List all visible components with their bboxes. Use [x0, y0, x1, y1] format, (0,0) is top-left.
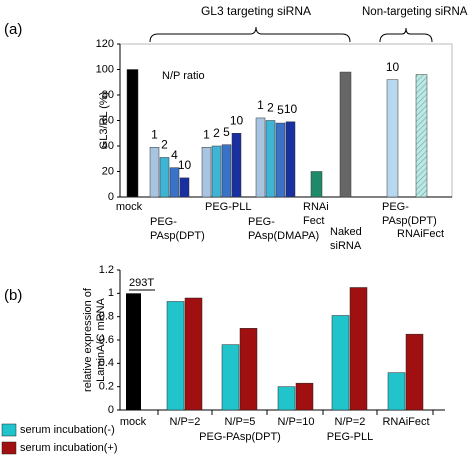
y-tick-label: 0	[108, 191, 114, 203]
bar	[149, 147, 160, 198]
y-axis-label: LaminA/C mRNA	[95, 297, 107, 381]
y-tick-label: 120	[96, 38, 114, 50]
bar	[285, 121, 296, 198]
category-label: PEG-	[248, 216, 275, 228]
np-label: 10	[178, 158, 192, 172]
bar	[255, 117, 266, 198]
legend-swatch	[1, 441, 17, 455]
y-axis-label: relative expression of	[82, 287, 94, 392]
y-tick-label: 40	[102, 140, 114, 152]
group-label: PEG-PAsp(DPT)	[199, 431, 281, 443]
category-label: PEG-	[150, 216, 177, 228]
bar	[126, 293, 141, 410]
bar	[126, 69, 139, 198]
bar	[201, 147, 212, 198]
annotation: Non-targeting siRNA	[362, 6, 468, 18]
y-tick-label: 100	[96, 63, 114, 75]
bar	[295, 382, 314, 411]
bar	[277, 386, 296, 411]
bracket	[379, 27, 433, 43]
bar	[221, 144, 232, 198]
category-label: PAsp(DPT)	[150, 230, 205, 242]
np-label: 10	[230, 113, 244, 127]
y-tick-label: 0.6	[99, 334, 114, 346]
bar	[265, 120, 276, 198]
y-tick-label: 1	[108, 287, 114, 299]
y-tick-label: 0	[108, 404, 114, 416]
np-label: 1	[151, 127, 158, 141]
group-label: PEG-PLL	[327, 431, 373, 443]
bar	[239, 328, 258, 411]
annotation: N/P ratio	[162, 70, 205, 82]
y-axis-label: GL3/RL (%)	[98, 92, 110, 150]
bar	[166, 301, 185, 411]
category-label: RNAi	[303, 201, 329, 213]
bracket	[149, 26, 351, 43]
bar	[275, 122, 286, 198]
np-label: 5	[277, 103, 284, 117]
category-label: Fect	[303, 215, 324, 227]
bar	[169, 167, 180, 198]
bar	[231, 133, 242, 198]
y-tick-label: 0.4	[99, 357, 114, 369]
x-tick-label: N/P=2	[335, 416, 366, 428]
np-label: 10	[386, 60, 400, 74]
bar	[179, 177, 190, 198]
bar	[339, 71, 352, 198]
np-label: 1	[203, 127, 210, 141]
np-label: 4	[171, 148, 178, 162]
np-label: 10	[284, 102, 298, 116]
panel-label: (a)	[4, 21, 22, 38]
y-tick-label: 0.2	[99, 381, 114, 393]
bar	[349, 287, 368, 411]
y-tick-label: 60	[102, 114, 114, 126]
bar	[184, 297, 203, 411]
y-tick-label: 80	[102, 89, 114, 101]
x-tick-label: N/P=5	[225, 416, 256, 428]
bar	[331, 315, 350, 411]
np-label: 1	[257, 98, 264, 112]
y-tick-label: 20	[102, 165, 114, 177]
legend-label: serum incubation(-)	[20, 424, 115, 436]
bar	[386, 79, 399, 198]
bar	[387, 372, 406, 411]
bar	[211, 145, 222, 198]
np-label: 5	[223, 125, 230, 139]
annotation: 293T	[129, 277, 154, 289]
bar	[159, 157, 170, 198]
y-tick-label: 0.8	[99, 311, 114, 323]
category-label: PEG-PLL	[205, 201, 251, 213]
category-label: PAsp(DMAPA)	[248, 230, 319, 242]
bar	[310, 171, 323, 198]
np-label: 2	[267, 101, 274, 115]
x-tick-label: N/P=2	[170, 416, 201, 428]
legend-label: serum incubation(+)	[20, 442, 118, 454]
category-label: Naked	[330, 226, 362, 238]
bar	[405, 333, 424, 411]
category-label: mock	[116, 201, 143, 213]
category-label: PAsp(DPT)	[382, 215, 437, 227]
bar	[221, 344, 240, 411]
x-tick-label: N/P=10	[278, 416, 315, 428]
np-label: 2	[213, 126, 220, 140]
np-label: 2	[161, 138, 168, 152]
x-tick-label: RNAiFect	[382, 416, 429, 428]
y-tick-label: 1.2	[99, 264, 114, 276]
x-tick-label: mock	[120, 416, 147, 428]
annotation: GL3 targeting siRNA	[201, 4, 311, 18]
category-label: siRNA	[330, 240, 362, 252]
bar	[415, 74, 428, 198]
panel-label: (b)	[4, 287, 22, 304]
category-label: RNAiFect	[397, 228, 444, 240]
legend-swatch	[1, 423, 17, 437]
category-label: PEG-	[382, 201, 409, 213]
